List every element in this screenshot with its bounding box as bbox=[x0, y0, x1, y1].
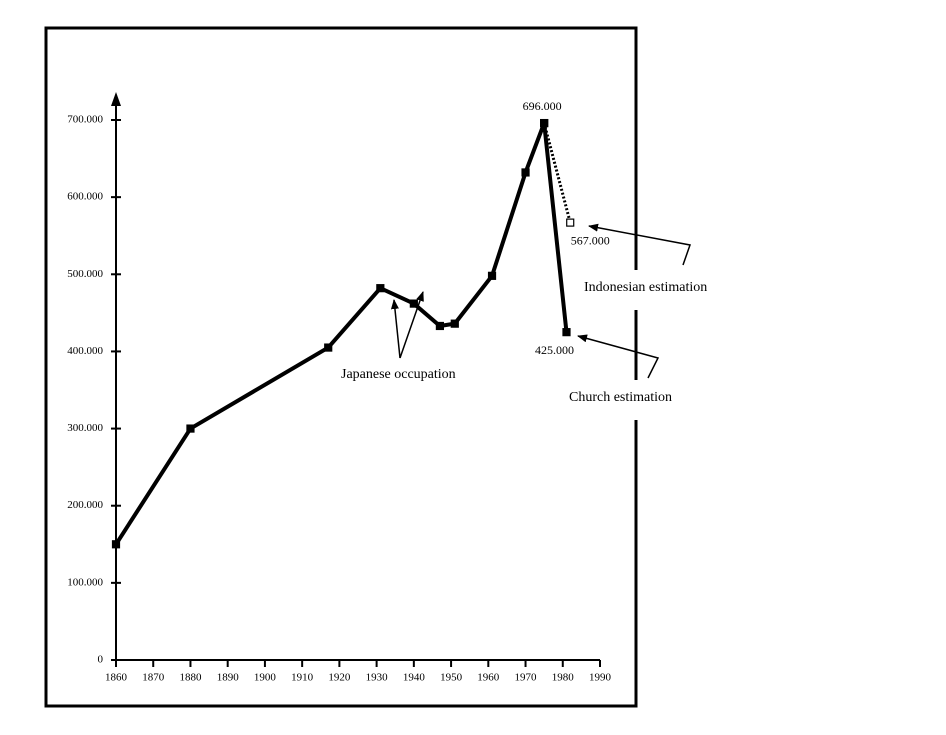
y-tick-label: 600.000 bbox=[67, 191, 103, 203]
series-line bbox=[542, 122, 572, 223]
annotation: Church estimation bbox=[569, 390, 672, 405]
data-point bbox=[566, 218, 575, 227]
data-point bbox=[409, 299, 418, 308]
x-tick-label: 1910 bbox=[291, 672, 314, 684]
data-point bbox=[435, 321, 445, 331]
value-label: 425.000 bbox=[535, 343, 574, 357]
data-point bbox=[324, 343, 333, 352]
y-tick-label: 700.000 bbox=[67, 114, 103, 126]
y-axis-arrow bbox=[111, 92, 121, 106]
x-tick-label: 1890 bbox=[217, 672, 240, 684]
data-point bbox=[562, 328, 571, 337]
x-tick-label: 1860 bbox=[105, 672, 128, 684]
value-label: 567.000 bbox=[571, 233, 610, 247]
x-tick-label: 1960 bbox=[477, 672, 500, 684]
x-tick-label: 1930 bbox=[366, 672, 389, 684]
label-background bbox=[564, 380, 702, 420]
data-point bbox=[540, 118, 549, 128]
x-tick-label: 1970 bbox=[515, 672, 538, 684]
x-tick-label: 1880 bbox=[179, 672, 202, 684]
series-line bbox=[114, 122, 569, 546]
x-tick-label: 1950 bbox=[440, 672, 463, 684]
x-tick-label: 1990 bbox=[589, 672, 612, 684]
x-tick-label: 1870 bbox=[142, 672, 165, 684]
y-tick-label: 300.000 bbox=[67, 422, 103, 434]
y-tick-label: 200.000 bbox=[67, 499, 103, 511]
y-tick-label: 400.000 bbox=[67, 345, 103, 357]
data-point bbox=[487, 271, 497, 280]
x-tick-label: 1940 bbox=[403, 672, 426, 684]
x-tick-label: 1920 bbox=[328, 672, 351, 684]
x-tick-label: 1900 bbox=[254, 672, 277, 684]
data-point bbox=[111, 540, 121, 549]
y-tick-label: 100.000 bbox=[67, 576, 103, 588]
data-point bbox=[186, 424, 195, 433]
value-label: 696.000 bbox=[523, 99, 562, 113]
label-background bbox=[578, 270, 740, 310]
y-tick-label: 500.000 bbox=[67, 268, 103, 280]
data-point bbox=[450, 319, 459, 328]
data-point bbox=[521, 168, 530, 177]
y-tick-label: 0 bbox=[98, 654, 104, 666]
annotation: Japanese occupation bbox=[341, 367, 456, 382]
annotation: Indonesian estimation bbox=[584, 280, 707, 295]
annotation-arrows bbox=[390, 223, 691, 379]
frame bbox=[44, 26, 638, 708]
x-tick-label: 1980 bbox=[552, 672, 575, 684]
data-point bbox=[376, 284, 385, 293]
